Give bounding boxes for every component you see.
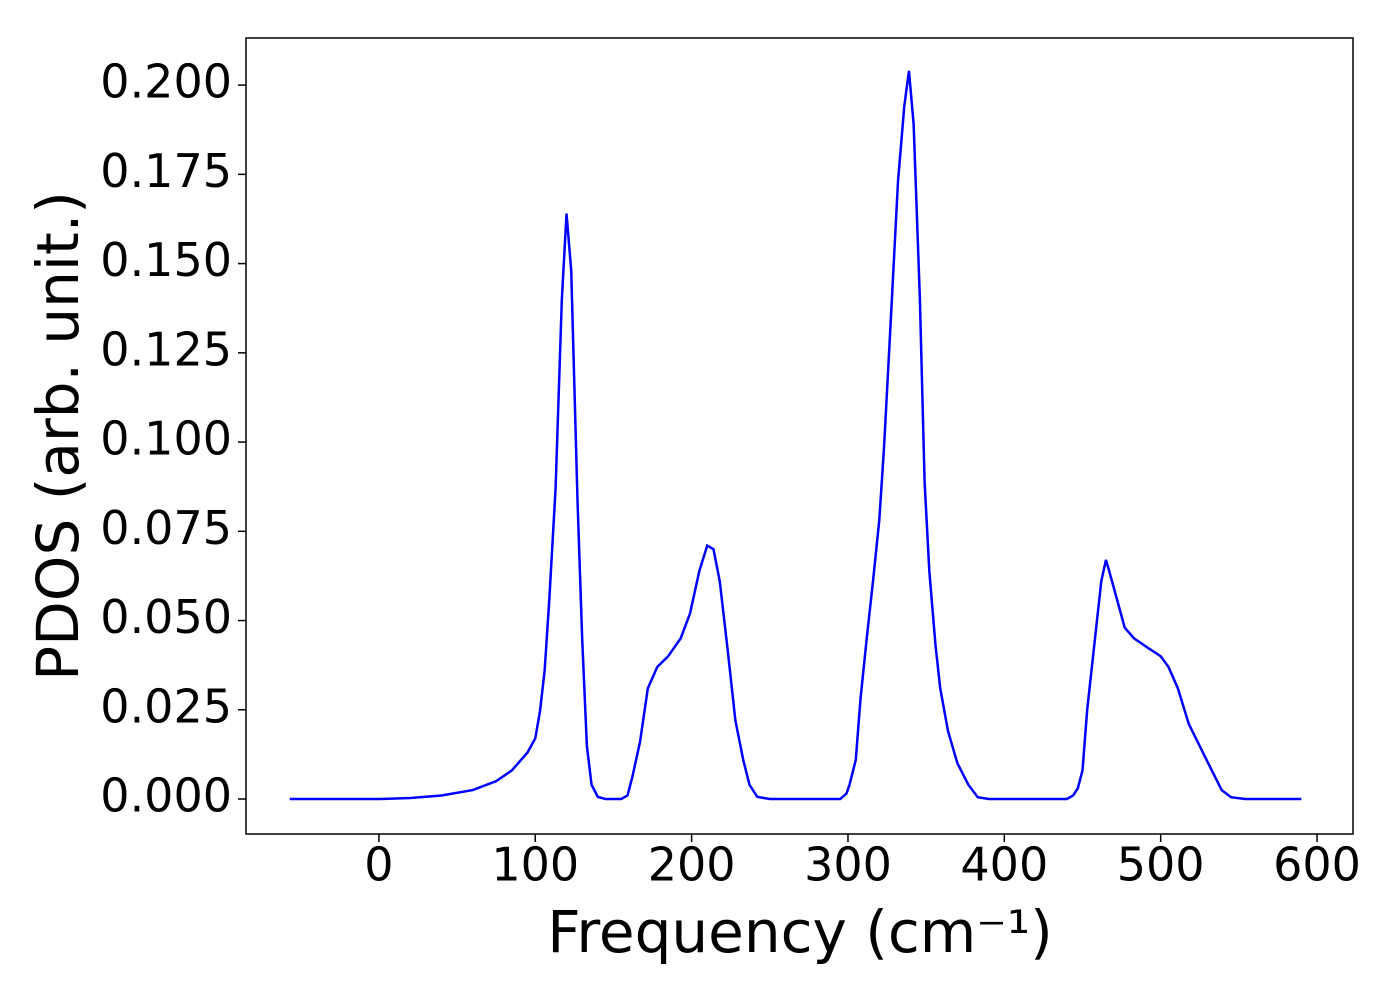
y-tick-label: 0.150 [100,233,232,287]
y-tick-label: 0.200 [100,55,232,109]
data-line [289,70,1302,801]
x-tick-label: 100 [491,838,579,892]
x-tick-label: 600 [1273,838,1361,892]
x-tick-label: 200 [648,838,736,892]
x-tick-label: 500 [1117,838,1205,892]
y-tick-label: 0.075 [100,501,232,555]
x-tick-label: 400 [960,838,1048,892]
y-tick-label: 0.100 [100,412,232,466]
y-tick-label: 0.025 [100,679,232,733]
y-tick-label: 0.050 [100,590,232,644]
y-tick-label: 0.000 [100,769,232,823]
x-tick-label: 0 [364,838,393,892]
x-axis-label: Frequency (cm⁻¹) [547,898,1053,966]
y-tick-label: 0.125 [100,322,232,376]
x-tick-label: 300 [804,838,892,892]
plot-frame [245,37,1354,835]
y-axis-label: PDOS (arb. unit.) [24,191,92,681]
y-tick-label: 0.175 [100,144,232,198]
